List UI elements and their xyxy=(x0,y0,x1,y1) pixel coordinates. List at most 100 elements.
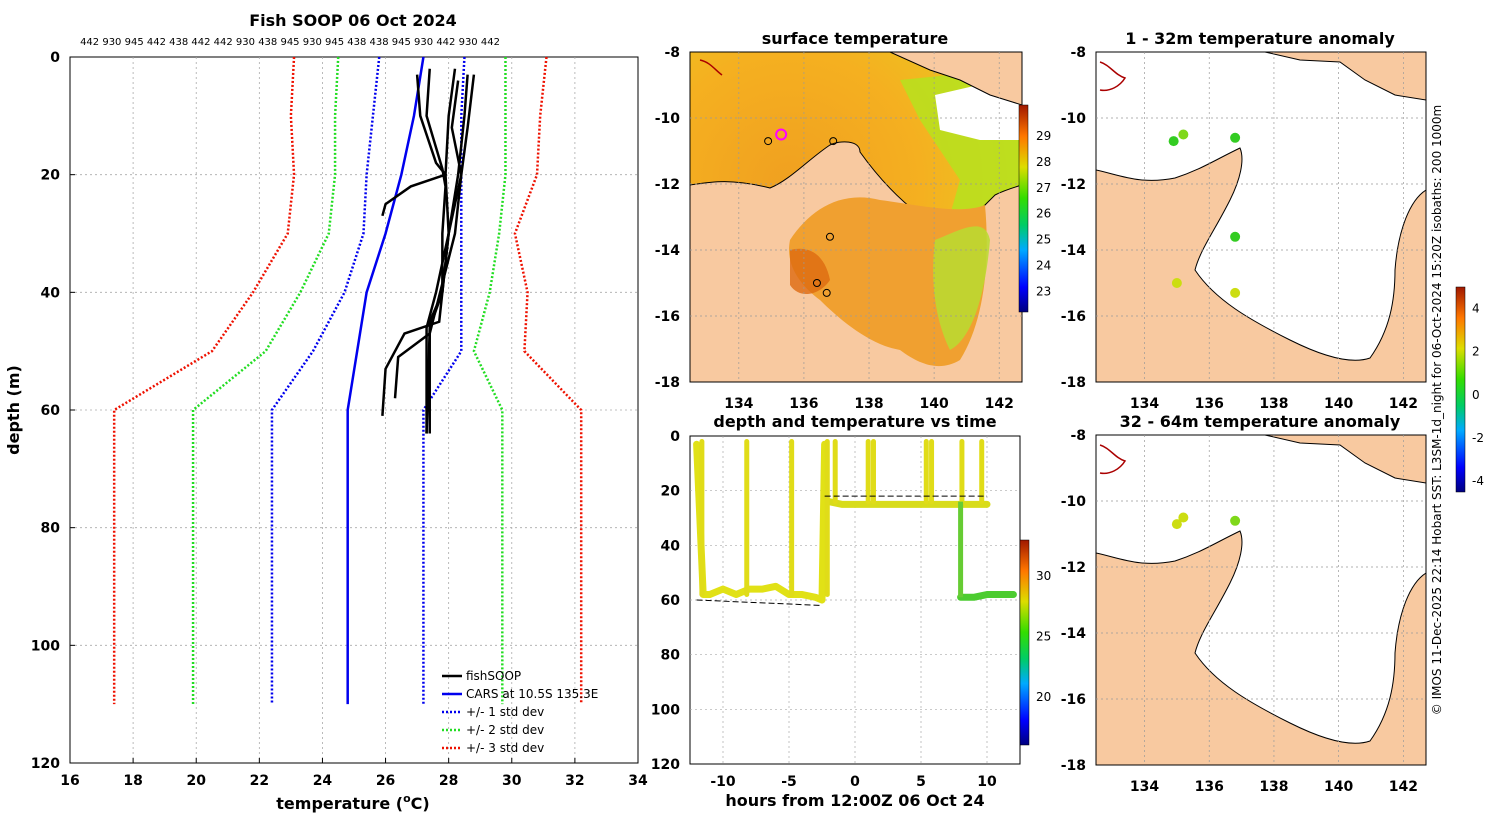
anomaly-colorbar-label: -4 xyxy=(1472,474,1484,488)
sst-xtick-label: 138 xyxy=(854,396,883,412)
profile-xtick-label: 22 xyxy=(250,773,269,789)
a1-ticks: 134 136 138 140 142 -8 -10 -12 -14 -16 -18 xyxy=(1061,45,1418,412)
a2-axes-box xyxy=(1095,434,1427,766)
sst-colorbar xyxy=(1018,104,1029,313)
anomaly-colorbar-ticks: -4 -2 0 2 4 xyxy=(1472,302,1484,489)
sst-colorbar-label: 26 xyxy=(1036,207,1051,221)
profile-xtick-label: 30 xyxy=(502,773,522,789)
a1-anomaly-point xyxy=(1171,278,1182,288)
sst-xtick-label: 140 xyxy=(920,396,949,412)
ts-xtick-label: -10 xyxy=(710,774,736,790)
a2-ytick-label: -12 xyxy=(1061,560,1086,576)
profile-xtick-label: 26 xyxy=(376,773,395,789)
ts-xtick-label: 5 xyxy=(916,774,926,790)
cars-line xyxy=(346,56,425,705)
ts-xlabel: hours from 12:00Z 06 Oct 24 xyxy=(725,791,984,810)
ts-points xyxy=(693,438,1017,606)
sst-ytick-label: -14 xyxy=(655,243,681,259)
a1-anomaly-point xyxy=(1230,132,1241,143)
profile-xtick-label: 24 xyxy=(313,773,333,789)
ts-xtick-label: 10 xyxy=(977,774,997,790)
ts-ytick-label: 100 xyxy=(651,702,680,718)
sst-ytick-label: -12 xyxy=(655,177,680,193)
a2-xtick-label: 134 xyxy=(1130,779,1159,795)
anomaly-colorbar-label: 2 xyxy=(1472,345,1480,359)
a2-grid xyxy=(1096,435,1426,765)
a1-xtick-label: 136 xyxy=(1195,396,1224,412)
a1-land-north xyxy=(1264,52,1426,101)
a2-anomaly-point xyxy=(1230,515,1241,526)
profile-xtick-label: 34 xyxy=(628,773,648,789)
a1-axes-box xyxy=(1095,51,1427,383)
a1-anomaly-point xyxy=(1178,129,1189,140)
a2-ytick-label: -10 xyxy=(1061,494,1087,510)
profile-vessel-ids: 442 930 945 442 438 442 442 930 438 945 … xyxy=(80,37,500,48)
ts-xtick-label: -5 xyxy=(781,774,797,790)
sst-xtick-label: 134 xyxy=(724,396,753,412)
a1-anomaly-point xyxy=(1230,287,1241,298)
ts-colorbar xyxy=(1019,539,1030,746)
profile-xlabel: temperature (oC) xyxy=(276,792,429,813)
a2-anomaly-point xyxy=(1171,519,1182,530)
sst-map-panel: 134 136 138 140 142 -8 -10 -12 -14 -16 -18 surface… xyxy=(655,29,1052,412)
a1-red-coast xyxy=(1099,61,1127,92)
sst-colorbar-label: 27 xyxy=(1036,181,1051,195)
a2-ytick-label: -14 xyxy=(1061,626,1087,642)
ts-colorbar-ticks: 20 25 30 xyxy=(1036,569,1051,704)
anomaly-colorbar xyxy=(1455,286,1466,493)
fishsoop-cast-line xyxy=(425,68,447,434)
a2-xtick-label: 136 xyxy=(1195,779,1224,795)
ts-ytick-label: 0 xyxy=(670,429,680,445)
profile-panel: 16 18 20 22 24 26 28 30 32 34 0 20 40 60 80 100 120 Fish… xyxy=(4,11,648,813)
ts-colorbar-label: 20 xyxy=(1036,690,1051,704)
profile-ytick-label: 100 xyxy=(31,638,60,654)
a1-points xyxy=(1168,129,1241,298)
anomaly-colorbar-label: -2 xyxy=(1472,431,1484,445)
sst-colorbar-label: 25 xyxy=(1036,233,1051,247)
a2-xtick-label: 140 xyxy=(1324,779,1353,795)
a1-land-south xyxy=(1096,147,1426,382)
legend-label: +/- 2 std dev xyxy=(466,723,544,737)
profile-ytick-label: 60 xyxy=(41,403,61,419)
profile-xtick-label: 32 xyxy=(565,773,584,789)
profile-axes-box xyxy=(69,56,639,764)
a1-ytick-label: -18 xyxy=(1061,375,1086,391)
sst-colorbar-label: 23 xyxy=(1036,284,1051,298)
ts-xtick-label: 0 xyxy=(850,774,860,790)
legend-label: +/- 1 std dev xyxy=(466,705,544,719)
ts-series-track xyxy=(693,440,829,604)
sst-xtick-label: 136 xyxy=(789,396,818,412)
anomaly-deep-panel: 134 136 138 140 142 -8 -10 -12 -14 -16 -18 32 - 64… xyxy=(1061,412,1427,795)
profile-ylabel: depth (m) xyxy=(4,365,23,455)
a1-xtick-label: 138 xyxy=(1259,396,1288,412)
sst-obs-marker xyxy=(764,137,773,146)
ts-ytick-label: 40 xyxy=(661,538,681,554)
anomaly-colorbar-label: 0 xyxy=(1472,388,1480,402)
profile-ytick-label: 80 xyxy=(41,521,61,537)
sst-obs-marker xyxy=(829,137,838,146)
a1-xtick-label: 142 xyxy=(1389,396,1418,412)
sst-red-coast xyxy=(699,59,723,76)
a1-ytick-label: -10 xyxy=(1061,111,1087,127)
a1-ytick-label: -16 xyxy=(1061,309,1086,325)
ts-colorbar-label: 30 xyxy=(1036,569,1051,583)
a2-anomaly-point xyxy=(1178,512,1189,523)
std2-line xyxy=(191,56,340,705)
ts-ytick-label: 60 xyxy=(661,593,681,609)
a1-xtick-label: 140 xyxy=(1324,396,1353,412)
sst-ytick-label: -10 xyxy=(655,111,681,127)
profile-legend: fishSOOP CARS at 10.5S 135.3E +/- 1 std de… xyxy=(442,669,598,755)
profile-ytick-label: 0 xyxy=(50,50,60,66)
sst-xtick-label: 142 xyxy=(985,396,1014,412)
a2-red-coast xyxy=(1099,444,1127,475)
sst-ytick-label: -16 xyxy=(655,309,680,325)
a2-land-north xyxy=(1264,435,1426,484)
profile-ytick-label: 20 xyxy=(41,168,61,184)
sst-colorbar-label: 24 xyxy=(1036,258,1051,272)
ts-seafloor-line xyxy=(696,599,823,606)
legend-label: fishSOOP xyxy=(466,669,521,683)
anomaly-colorbar-label: 4 xyxy=(1472,302,1480,316)
